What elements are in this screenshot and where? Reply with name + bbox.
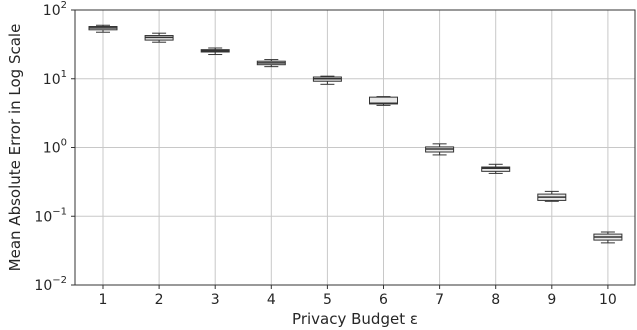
x-tick-label: 3: [211, 292, 220, 308]
x-tick-label: 6: [379, 292, 388, 308]
box-8: [481, 163, 511, 174]
box-7: [425, 143, 455, 156]
y-axis-label: Mean Absolute Error in Log Scale: [6, 24, 24, 272]
y-tick-label: 101: [43, 69, 67, 88]
box-1: [88, 24, 118, 33]
x-tick-label: 10: [599, 292, 617, 308]
box-4: [256, 59, 286, 68]
x-tick-label: 7: [435, 292, 444, 308]
x-tick-label: 5: [323, 292, 332, 308]
x-axis-label: Privacy Budget ε: [292, 310, 418, 328]
x-tick-label: 9: [547, 292, 556, 308]
x-tick-label: 1: [99, 292, 108, 308]
x-tick-label: 4: [267, 292, 276, 308]
box-10: [593, 231, 623, 244]
box-5: [312, 75, 342, 85]
y-tick-label: 10−2: [34, 275, 67, 294]
box-series: [88, 24, 623, 244]
x-tick-label: 8: [491, 292, 500, 308]
y-tick-label: 102: [43, 0, 67, 19]
box-6: [369, 96, 398, 106]
axis-ticks: 10−2 10−1 100 101 102 1 2 3 4 5 6 7 8 9 10: [34, 0, 616, 308]
grid-lines: [75, 9, 635, 286]
y-tick-label: 10−1: [34, 206, 67, 225]
box-9: [537, 190, 567, 202]
x-tick-label: 2: [155, 292, 164, 308]
y-tick-label: 100: [43, 138, 67, 157]
iqr-box: [481, 166, 511, 172]
box-2: [144, 32, 174, 43]
box-3: [200, 47, 230, 56]
